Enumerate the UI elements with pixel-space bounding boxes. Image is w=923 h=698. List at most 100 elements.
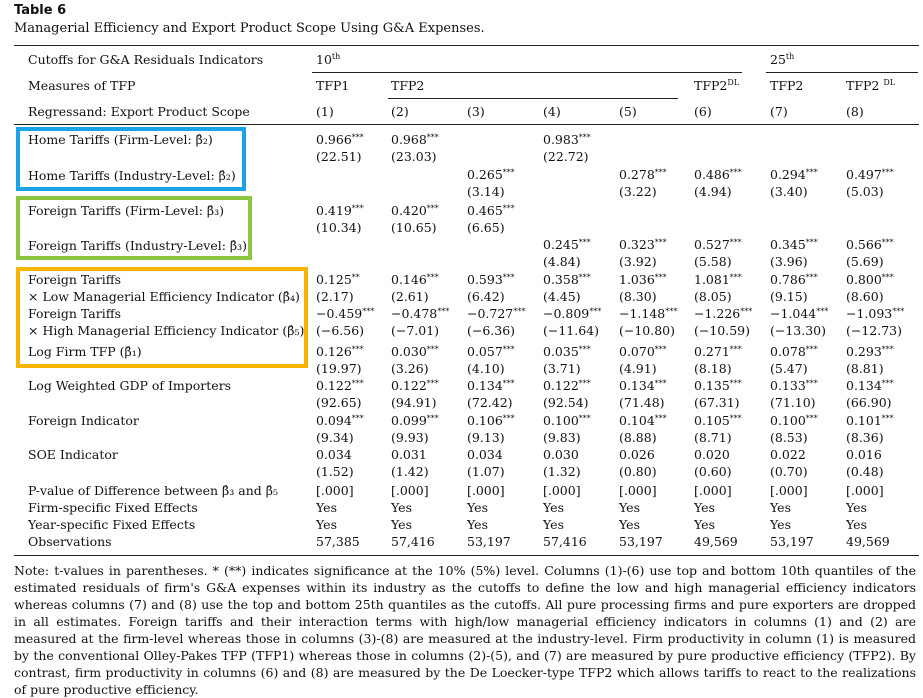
- superscript: ***: [881, 273, 894, 282]
- foreign-tariffs-highlight-box: [16, 196, 252, 260]
- tfp-measure: TFP2: [770, 78, 804, 93]
- t-value: (66.90): [846, 395, 892, 410]
- coefficient: 0.020: [694, 447, 730, 462]
- row-label: Home Tariffs (Industry-Level: β̂₂): [28, 168, 236, 183]
- coefficient: 0.030: [543, 447, 579, 462]
- t-value: (3.71): [543, 361, 581, 376]
- t-value: (67.31): [694, 395, 740, 410]
- summary-value: Yes: [391, 500, 412, 515]
- superscript: ***: [437, 307, 450, 316]
- superscript: ***: [513, 307, 526, 316]
- cutoff-25-underline: [766, 72, 918, 73]
- coefficient: 0.497***: [846, 167, 894, 182]
- summary-value: Yes: [694, 500, 715, 515]
- superscript: ***: [426, 414, 439, 423]
- superscript: ***: [881, 168, 894, 177]
- row-label-continued: × Low Managerial Efficiency Indicator (β…: [28, 289, 300, 304]
- superscript: ***: [892, 307, 905, 316]
- t-value: (92.54): [543, 395, 589, 410]
- summary-value: 57,416: [391, 534, 435, 549]
- summary-value: [.000]: [543, 483, 581, 498]
- t-value: (71.10): [770, 395, 816, 410]
- summary-value: Yes: [846, 500, 867, 515]
- coefficient: 0.034: [467, 447, 503, 462]
- superscript: ***: [426, 379, 439, 388]
- superscript: ***: [578, 414, 591, 423]
- coefficient: 0.099***: [391, 413, 439, 428]
- interaction-highlight-box: [16, 267, 308, 368]
- summary-value: Yes: [467, 500, 488, 515]
- t-value: (5.03): [846, 184, 884, 199]
- superscript: ***: [805, 345, 818, 354]
- summary-value: Yes: [391, 517, 412, 532]
- coefficient: 0.100***: [770, 413, 818, 428]
- coefficient: 1.036***: [619, 272, 667, 287]
- superscript: ***: [426, 204, 439, 213]
- summary-value: [.000]: [770, 483, 808, 498]
- coefficient: 0.593***: [467, 272, 515, 287]
- superscript: ***: [578, 238, 591, 247]
- t-value: (0.80): [619, 464, 657, 479]
- coefficient: 0.271***: [694, 344, 742, 359]
- superscript: ***: [729, 168, 742, 177]
- t-value: (8.36): [846, 430, 884, 445]
- coefficient: 0.135***: [694, 378, 742, 393]
- row-label: SOE Indicator: [28, 447, 118, 462]
- summary-value: 53,197: [619, 534, 663, 549]
- table-label: Table 6: [14, 3, 67, 18]
- superscript: ***: [654, 379, 667, 388]
- coefficient: 0.122***: [543, 378, 591, 393]
- cutoff-10: 10th: [316, 52, 341, 67]
- superscript: ***: [362, 307, 375, 316]
- tfp2-underline: [388, 98, 678, 99]
- summary-label: Observations: [28, 534, 112, 549]
- coefficient: 0.786***: [770, 272, 818, 287]
- coefficient: 0.419***: [316, 203, 364, 218]
- t-value: (9.13): [467, 430, 505, 445]
- cutoff-25: 25th: [770, 52, 795, 67]
- superscript: ***: [665, 307, 678, 316]
- coefficient: 0.420***: [391, 203, 439, 218]
- superscript: DL: [883, 78, 896, 87]
- superscript: ***: [805, 379, 818, 388]
- superscript: ***: [881, 238, 894, 247]
- summary-value: Yes: [770, 500, 791, 515]
- coefficient: 0.465***: [467, 203, 515, 218]
- regressand-label: Regressand: Export Product Scope: [28, 104, 250, 119]
- tfp-measure: TFP1: [316, 78, 350, 93]
- t-value: (71.48): [619, 395, 665, 410]
- t-value: (−7.01): [391, 323, 440, 338]
- superscript: ***: [578, 379, 591, 388]
- coefficient: 0.022: [770, 447, 806, 462]
- row-label: Foreign Tariffs (Industry-Level: β̂₃): [28, 238, 248, 253]
- coefficient: −1.044***: [770, 306, 829, 321]
- t-value: (8.05): [694, 289, 732, 304]
- t-value: (3.96): [770, 254, 808, 269]
- coefficient: −0.478***: [391, 306, 450, 321]
- coefficient: 0.125**: [316, 272, 360, 287]
- summary-value: Yes: [316, 500, 337, 515]
- superscript: ***: [729, 238, 742, 247]
- row-label: Log Weighted GDP of Importers: [28, 378, 232, 393]
- t-value: (9.34): [316, 430, 354, 445]
- coefficient: 0.800***: [846, 272, 894, 287]
- superscript: ***: [351, 414, 364, 423]
- coefficient: 0.358***: [543, 272, 591, 287]
- superscript: DL: [727, 78, 740, 87]
- t-value: (1.32): [543, 464, 581, 479]
- column-number: (8): [846, 104, 864, 119]
- row-label: Foreign Tariffs: [28, 306, 121, 321]
- superscript: ***: [654, 238, 667, 247]
- t-value: (8.81): [846, 361, 884, 376]
- t-value: (8.71): [694, 430, 732, 445]
- t-value: (22.51): [316, 149, 362, 164]
- row-label-continued: × High Managerial Efficiency Indicator (…: [28, 323, 305, 338]
- coefficient: 0.345***: [770, 237, 818, 252]
- t-value: (19.97): [316, 361, 362, 376]
- superscript: ***: [351, 204, 364, 213]
- coefficient: 0.146***: [391, 272, 439, 287]
- superscript: ***: [502, 273, 515, 282]
- note-text: Note: t-values in parentheses. * (**) in…: [14, 563, 916, 697]
- coefficient: −0.809***: [543, 306, 602, 321]
- t-value: (2.61): [391, 289, 429, 304]
